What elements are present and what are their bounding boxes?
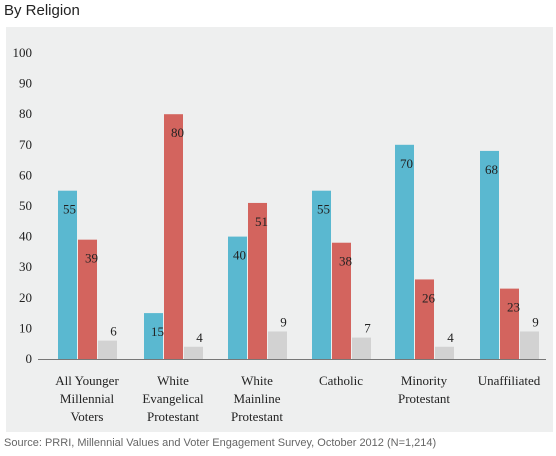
category-label: All Younger Millennial Voters bbox=[55, 373, 119, 424]
y-tick-label: 70 bbox=[19, 137, 32, 152]
y-tick-label: 10 bbox=[19, 320, 32, 335]
bar bbox=[184, 346, 203, 359]
category-label: Catholic bbox=[319, 373, 363, 388]
y-tick-label: 20 bbox=[19, 290, 32, 305]
bar bbox=[228, 236, 247, 359]
bars bbox=[58, 114, 539, 359]
bar bbox=[480, 150, 499, 359]
data-label: 9 bbox=[280, 314, 287, 329]
chart-title: By Religion bbox=[4, 2, 80, 19]
category-label: Minority Protestant bbox=[398, 373, 450, 406]
y-tick-label: 100 bbox=[13, 45, 33, 60]
bar bbox=[352, 337, 371, 359]
bar bbox=[395, 144, 414, 359]
bar bbox=[312, 190, 331, 359]
y-tick-label: 30 bbox=[19, 259, 32, 274]
data-label: 7 bbox=[364, 321, 371, 336]
data-label: 4 bbox=[196, 330, 203, 345]
data-label: 55 bbox=[63, 202, 76, 217]
data-label: 15 bbox=[151, 324, 164, 339]
y-tick-label: 50 bbox=[19, 198, 32, 213]
data-label: 23 bbox=[507, 300, 520, 315]
bar bbox=[144, 313, 163, 359]
y-tick-label: 90 bbox=[19, 76, 32, 91]
bar bbox=[500, 288, 519, 359]
data-label: 55 bbox=[317, 202, 330, 217]
category-label: Unaffiliated bbox=[478, 373, 541, 388]
bar bbox=[268, 331, 287, 359]
bar bbox=[78, 239, 97, 359]
bar bbox=[435, 346, 454, 359]
bar bbox=[58, 190, 77, 359]
bar bbox=[520, 331, 539, 359]
y-tick-label: 40 bbox=[19, 229, 32, 244]
bar bbox=[415, 279, 434, 359]
data-label: 38 bbox=[339, 254, 352, 269]
bar bbox=[164, 114, 183, 359]
data-label: 4 bbox=[447, 330, 454, 345]
category-label: White Mainline Protestant bbox=[231, 373, 283, 424]
y-tick-label: 80 bbox=[19, 106, 32, 121]
data-labels: 55 39 6 15 80 4 40 51 9 55 38 7 70 26 4 68 23 9 bbox=[63, 125, 539, 345]
data-label: 9 bbox=[532, 314, 539, 329]
y-tick-label: 0 bbox=[26, 351, 33, 366]
data-label: 26 bbox=[422, 290, 436, 305]
data-label: 51 bbox=[255, 214, 268, 229]
chart-area bbox=[6, 27, 553, 432]
x-axis-labels: All Younger Millennial Voters White Evangeli… bbox=[55, 373, 541, 424]
y-tick-label: 60 bbox=[19, 167, 32, 182]
category-label: White Evangelical Protestant bbox=[142, 373, 204, 424]
source-note: Source: PRRI, Millennial Values and Vote… bbox=[4, 437, 437, 449]
y-axis: 0 10 20 30 40 50 60 70 80 90 100 bbox=[13, 45, 546, 366]
data-label: 70 bbox=[400, 156, 413, 171]
data-label: 6 bbox=[110, 324, 117, 339]
data-label: 39 bbox=[85, 251, 98, 266]
bar bbox=[332, 242, 351, 359]
data-label: 40 bbox=[233, 248, 246, 263]
data-label: 68 bbox=[485, 162, 498, 177]
bar bbox=[98, 340, 117, 359]
data-label: 80 bbox=[171, 125, 184, 140]
bar bbox=[248, 202, 267, 359]
